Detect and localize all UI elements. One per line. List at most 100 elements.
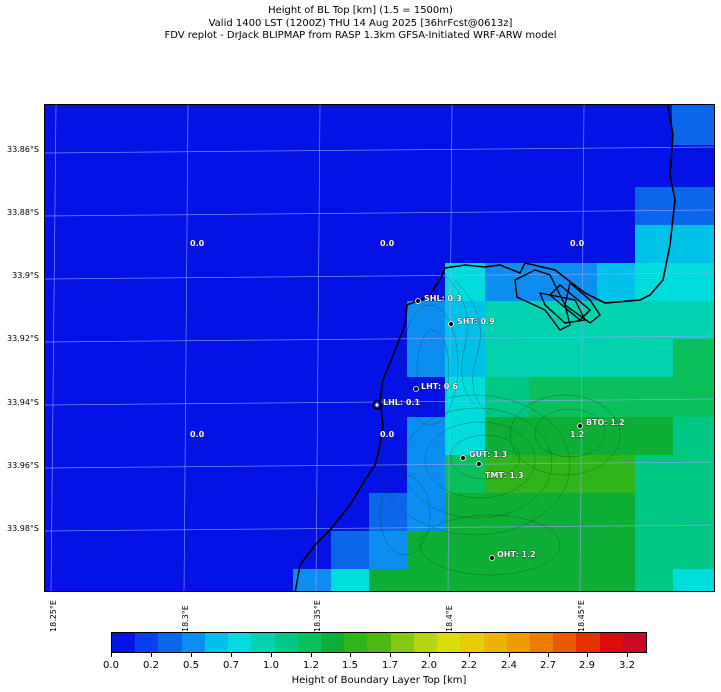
site-marker-shl	[415, 298, 421, 304]
grid-value: 0.0	[570, 239, 585, 248]
grid-value: 0.0	[190, 430, 205, 439]
grid-value: 0.0	[190, 239, 205, 248]
colorbar-segment	[158, 633, 182, 652]
colorbar-segment	[204, 633, 229, 652]
map-panel[interactable]: SHL: 0.3 SHT: 0.9 LHT: 0.6 LHL: 0.1 BTO:…	[44, 104, 715, 592]
terrain-contours	[379, 274, 621, 576]
colorbar-segment	[297, 633, 321, 652]
site-marker-tmt	[476, 461, 482, 467]
colorbar-tick-mark	[509, 653, 510, 657]
colorbar-tick-mark	[627, 653, 628, 657]
lon-label: 18.35°E	[313, 600, 322, 632]
site-label-lht: LHT: 0.6	[421, 382, 458, 391]
colorbar-segment	[483, 633, 507, 652]
site-marker-lhl	[372, 400, 382, 410]
colorbar-segment	[344, 633, 368, 652]
lat-label: 33.92°S	[7, 334, 39, 343]
lon-label: 18.3°E	[181, 605, 190, 632]
site-marker-gut	[460, 455, 466, 461]
colorbar-tick-mark	[350, 653, 351, 657]
colorbar-segment	[181, 633, 205, 652]
colorbar-tick-label: 1.0	[263, 660, 279, 671]
colorbar-tick-mark	[151, 653, 152, 657]
colorbar-tick-mark	[390, 653, 391, 657]
colorbar-tick-label: 2.0	[421, 660, 437, 671]
colorbar-segment	[460, 633, 484, 652]
colorbar-segment	[506, 633, 530, 652]
colorbar-segment	[529, 633, 554, 652]
colorbar-segment	[553, 633, 577, 652]
lon-label: 18.4°E	[445, 605, 454, 632]
grid-value: 0.0	[380, 430, 395, 439]
grid-value: 0.0	[380, 239, 395, 248]
lat-label: 33.98°S	[7, 524, 39, 533]
colorbar-segment	[390, 633, 414, 652]
colorbar-segment	[413, 633, 438, 652]
colorbar-segment	[274, 633, 298, 652]
lat-label: 33.94°S	[7, 398, 39, 407]
colorbar-segment	[320, 633, 345, 652]
colorbar-label: Height of Boundary Layer Top [km]	[291, 675, 467, 686]
site-label-bto: BTO: 1.2	[586, 418, 625, 427]
colorbar-segment	[251, 633, 275, 652]
site-label-tmt: TMT: 1.3	[485, 471, 524, 480]
colorbar-tick-label: 1.2	[303, 660, 319, 671]
site-label-oht: OHT: 1.2	[497, 550, 536, 559]
site-label-lhl: LHL: 0.1	[383, 398, 420, 407]
colorbar-tick-label: 0.7	[223, 660, 239, 671]
colorbar-tick-mark	[271, 653, 272, 657]
colorbar-segment	[112, 633, 136, 652]
site-label-sht: SHT: 0.9	[457, 317, 495, 326]
colorbar-tick-mark	[311, 653, 312, 657]
colorbar-tick-mark	[111, 653, 112, 657]
site-label-shl: SHL: 0.3	[424, 294, 462, 303]
map-title: Height of BL Top [km] (1.5 = 1500m) Vali…	[0, 5, 721, 43]
colorbar-segment	[599, 633, 623, 652]
colorbar-tick-label: 1.5	[342, 660, 358, 671]
colorbar-tick-label: 1.7	[382, 660, 398, 671]
bl-height-cells	[293, 105, 714, 591]
harbour-outline	[514, 269, 601, 331]
colorbar-segment	[367, 633, 391, 652]
colorbar-tick-mark	[231, 653, 232, 657]
colorbar-tick-mark	[548, 653, 549, 657]
lon-label: 18.45°E	[577, 600, 586, 632]
colorbar-tick-label: 2.7	[540, 660, 556, 671]
colorbar-tick-mark	[191, 653, 192, 657]
lat-label: 33.96°S	[7, 461, 39, 470]
colorbar-tick-label: 2.9	[579, 660, 595, 671]
colorbar-segment	[622, 633, 647, 652]
title-line-3: FDV replot - DrJack BLIPMAP from RASP 1.…	[164, 30, 557, 41]
colorbar-tick-label: 3.2	[619, 660, 635, 671]
colorbar-segment	[437, 633, 461, 652]
site-marker-sht	[448, 321, 454, 327]
graticule	[45, 105, 714, 591]
colorbar-tick-label: 0.2	[143, 660, 159, 671]
colorbar-tick-label: 2.2	[461, 660, 477, 671]
colorbar-tick-label: 0.5	[183, 660, 199, 671]
site-marker-lht	[413, 386, 419, 392]
title-line-1: Height of BL Top [km] (1.5 = 1500m)	[268, 5, 453, 16]
title-line-2: Valid 1400 LST (1200Z) THU 14 Aug 2025 […	[208, 17, 513, 29]
site-marker-lhl-center	[375, 403, 379, 407]
coastline	[294, 105, 676, 591]
grid-value: 1.2	[570, 430, 584, 439]
colorbar-tick-label: 2.4	[501, 660, 517, 671]
colorbar-segment	[228, 633, 252, 652]
colorbar	[111, 632, 647, 653]
colorbar-segment	[135, 633, 159, 652]
site-markers	[372, 298, 583, 561]
map-canvas: SHL: 0.3 SHT: 0.9 LHT: 0.6 LHL: 0.1 BTO:…	[45, 105, 714, 591]
site-label-gut: GUT: 1.3	[469, 450, 507, 459]
colorbar-tick-mark	[587, 653, 588, 657]
lat-label: 33.88°S	[7, 208, 39, 217]
colorbar-tick-mark	[429, 653, 430, 657]
colorbar-segment	[576, 633, 600, 652]
site-marker-bto	[577, 423, 583, 429]
lat-label: 33.86°S	[7, 145, 39, 154]
colorbar-tick-label: 0.0	[103, 660, 119, 671]
colorbar-tick-mark	[469, 653, 470, 657]
lat-label: 33.9°S	[12, 271, 39, 280]
site-marker-oht	[489, 555, 495, 561]
lon-label: 18.25°E	[49, 600, 58, 632]
